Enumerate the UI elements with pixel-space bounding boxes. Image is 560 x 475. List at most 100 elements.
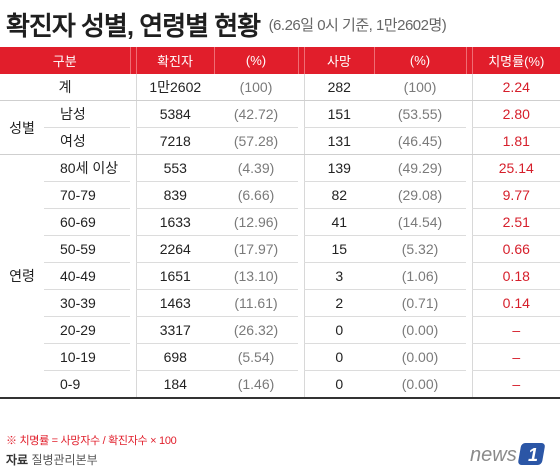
gap-cell xyxy=(298,127,305,155)
table-row-total: 계 1만2602 (100) 282 (100) 2.24 xyxy=(0,74,560,101)
gap-cell xyxy=(298,370,305,399)
svg-text:1: 1 xyxy=(528,445,538,465)
deaths-cell: 41 xyxy=(303,208,375,236)
confirmed-pct-cell: (26.32) xyxy=(214,316,299,344)
confirmed-cell: 1633 xyxy=(135,208,215,236)
fatality-cell: 0.18 xyxy=(471,262,560,290)
table-row-age: 60-69 1633 (12.96) 41 (14.54) 2.51 xyxy=(0,208,560,236)
deaths-pct-cell: (46.45) xyxy=(374,127,467,155)
fatality-cell: 0.14 xyxy=(471,289,560,317)
header-gap xyxy=(129,47,137,74)
deaths-cell: 0 xyxy=(303,343,375,371)
deaths-pct-cell: (0.00) xyxy=(374,343,467,371)
confirmed-pct-cell: (100) xyxy=(214,74,299,101)
confirmed-pct-cell: (57.28) xyxy=(214,127,299,155)
news1-logo: news 1 xyxy=(470,443,545,466)
deaths-cell: 2 xyxy=(303,289,375,317)
header-deaths-pct: (%) xyxy=(373,47,467,74)
confirmed-pct-cell: (17.97) xyxy=(214,235,299,263)
confirmed-pct-cell: (42.72) xyxy=(214,100,299,128)
gap-cell xyxy=(130,127,137,155)
row-label: 40-49 xyxy=(44,262,131,290)
group-label-age: 연령 xyxy=(0,154,44,399)
table-row-age: 30-39 1463 (11.61) 2 (0.71) 0.14 xyxy=(0,289,560,317)
table-row-age: 연령 80세 이상 553 (4.39) 139 (49.29) 25.14 xyxy=(0,154,560,399)
deaths-cell: 15 xyxy=(303,235,375,263)
deaths-pct-cell: (100) xyxy=(374,74,467,101)
table-row-sex: 성별 남성 5384 (42.72) 151 (53.55) 2.80 xyxy=(0,100,560,155)
page-title: 확진자 성별, 연령별 현황 xyxy=(6,11,261,41)
deaths-pct-cell: (1.06) xyxy=(374,262,467,290)
deaths-cell: 139 xyxy=(303,154,375,182)
confirmed-pct-cell: (11.61) xyxy=(214,289,299,317)
deaths-pct-cell: (0.71) xyxy=(374,289,467,317)
confirmed-cell: 1463 xyxy=(135,289,215,317)
header-fatality: 치명률(%) xyxy=(471,47,560,74)
fatality-cell: – xyxy=(471,370,560,399)
confirmed-cell: 1651 xyxy=(135,262,215,290)
fatality-cell: – xyxy=(471,316,560,344)
header-confirmed-pct: (%) xyxy=(213,47,299,74)
table-row-age: 10-19 698 (5.54) 0 (0.00) – xyxy=(0,343,560,371)
gap-cell xyxy=(466,127,473,155)
deaths-pct-cell: (29.08) xyxy=(374,181,467,209)
confirmed-pct-cell: (13.10) xyxy=(214,262,299,290)
gap-cell xyxy=(130,74,137,101)
confirmed-pct-cell: (4.39) xyxy=(214,154,299,182)
fatality-cell: 2.80 xyxy=(471,100,560,128)
deaths-cell: 82 xyxy=(303,181,375,209)
deaths-cell: 151 xyxy=(303,100,375,128)
stats-table: 구분 확진자 (%) 사망 (%) 치명률(%) 계 1만2602 (100) … xyxy=(0,47,560,399)
table-row-age: 70-79 839 (6.66) 82 (29.08) 9.77 xyxy=(0,181,560,209)
svg-text:news: news xyxy=(470,444,517,466)
confirmed-cell: 7218 xyxy=(135,127,215,155)
confirmed-cell: 2264 xyxy=(135,235,215,263)
fatality-cell: 0.66 xyxy=(471,235,560,263)
page-subtitle: (6.26일 0시 기준, 1만2602명) xyxy=(268,17,447,34)
fatality-cell: 9.77 xyxy=(471,181,560,209)
gap-cell xyxy=(466,74,473,101)
source-line: 자료 질병관리본부 xyxy=(6,451,98,468)
source-label: 자료 xyxy=(6,453,29,467)
deaths-cell: 3 xyxy=(303,262,375,290)
row-label: 30-39 xyxy=(44,289,131,317)
group-label-sex: 성별 xyxy=(0,100,44,155)
row-label: 60-69 xyxy=(44,208,131,236)
fatality-cell: – xyxy=(471,343,560,371)
table-row-age: 20-29 3317 (26.32) 0 (0.00) – xyxy=(0,316,560,344)
table-body: 계 1만2602 (100) 282 (100) 2.24 성별 남성 5384 (4… xyxy=(0,74,560,399)
confirmed-cell: 1만2602 xyxy=(135,74,215,101)
row-label: 80세 이상 xyxy=(44,154,131,182)
confirmed-pct-cell: (12.96) xyxy=(214,208,299,236)
header-confirmed: 확진자 xyxy=(135,47,215,74)
confirmed-cell: 839 xyxy=(135,181,215,209)
row-label: 70-79 xyxy=(44,181,131,209)
deaths-pct-cell: (49.29) xyxy=(374,154,467,182)
deaths-pct-cell: (0.00) xyxy=(374,370,467,399)
header-row: 구분 확진자 (%) 사망 (%) 치명률(%) xyxy=(0,47,560,74)
confirmed-cell: 698 xyxy=(135,343,215,371)
confirmed-pct-cell: (6.66) xyxy=(214,181,299,209)
row-label: 남성 xyxy=(44,100,131,128)
row-label: 50-59 xyxy=(44,235,131,263)
deaths-pct-cell: (14.54) xyxy=(374,208,467,236)
row-label: 여성 xyxy=(44,127,131,155)
deaths-cell: 0 xyxy=(303,370,375,399)
row-label: 20-29 xyxy=(44,316,131,344)
header-gap xyxy=(465,47,473,74)
fatality-cell: 25.14 xyxy=(471,154,560,182)
fatality-cell: 2.24 xyxy=(471,74,560,101)
confirmed-cell: 553 xyxy=(135,154,215,182)
source-value: 질병관리본부 xyxy=(31,453,98,467)
deaths-pct-cell: (53.55) xyxy=(374,100,467,128)
header-category: 구분 xyxy=(0,47,131,74)
confirmed-cell: 184 xyxy=(135,370,215,399)
table-row-age: 50-59 2264 (17.97) 15 (5.32) 0.66 xyxy=(0,235,560,263)
table-row-sex: 여성 7218 (57.28) 131 (46.45) 1.81 xyxy=(0,127,560,155)
row-label: 0-9 xyxy=(44,370,131,399)
confirmed-cell: 3317 xyxy=(135,316,215,344)
table-row-age: 0-9 184 (1.46) 0 (0.00) – xyxy=(0,370,560,399)
confirmed-pct-cell: (5.54) xyxy=(214,343,299,371)
deaths-cell: 131 xyxy=(303,127,375,155)
gap-cell xyxy=(298,74,305,101)
